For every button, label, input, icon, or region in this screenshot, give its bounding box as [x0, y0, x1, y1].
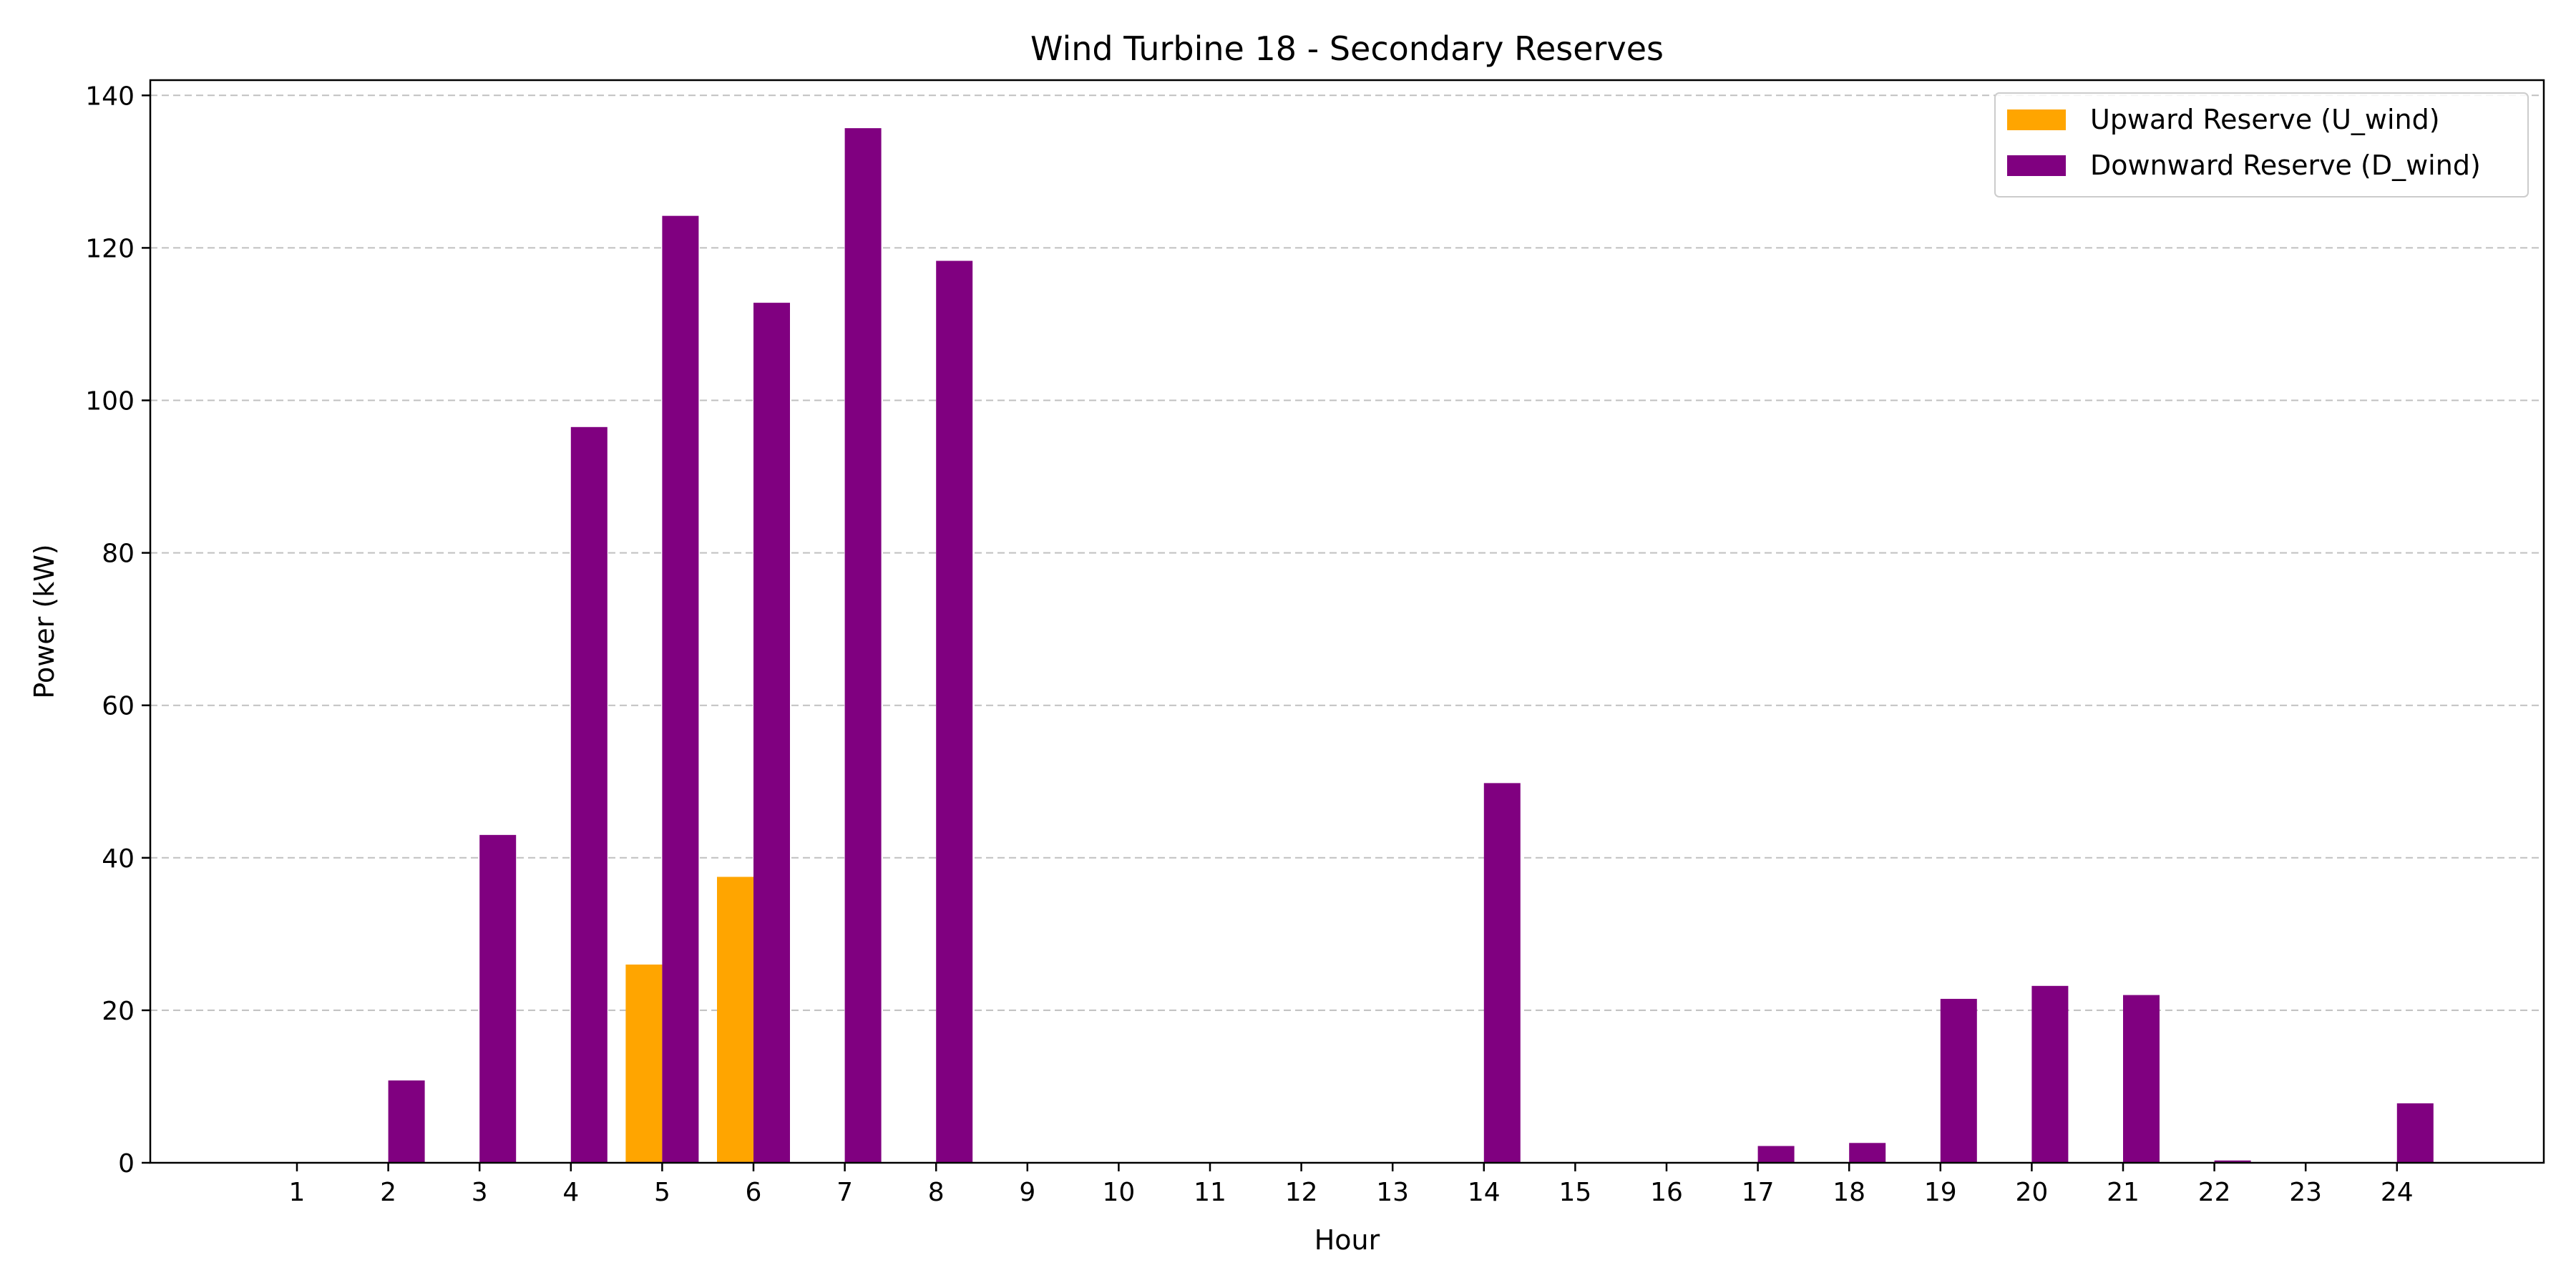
- downward-reserve-bar: [388, 1080, 425, 1163]
- y-tick-label: 60: [102, 692, 135, 721]
- downward-reserve-bar: [844, 128, 882, 1163]
- plot-frame: [149, 79, 2545, 1164]
- legend-label-downward: Downward Reserve (D_wind): [2090, 150, 2481, 181]
- downward-reserve-bar: [1757, 1146, 1795, 1163]
- y-axis-ticks: 0 20 40 60 80 100 120 140: [85, 82, 150, 1179]
- x-tick-label: 8: [928, 1178, 945, 1207]
- x-tick-label: 17: [1742, 1178, 1775, 1207]
- y-tick-label: 140: [85, 82, 135, 111]
- downward-reserve-bar: [936, 260, 973, 1163]
- upward-reserve-bar: [717, 877, 753, 1163]
- x-tick-label: 5: [654, 1178, 670, 1207]
- grid-lines: [150, 94, 2544, 1011]
- x-tick-label: 7: [836, 1178, 853, 1207]
- x-tick-label: 19: [1924, 1178, 1957, 1207]
- downward-reserve-bar: [2214, 1160, 2251, 1163]
- y-tick-label: 80: [102, 540, 135, 569]
- legend-swatch-downward: [2007, 155, 2066, 176]
- x-tick-label: 12: [1285, 1178, 1318, 1207]
- downward-reserve-bar: [1849, 1143, 1886, 1163]
- y-tick-label: 120: [85, 234, 135, 263]
- x-tick-label: 3: [472, 1178, 488, 1207]
- x-tick-label: 24: [2381, 1178, 2414, 1207]
- x-tick-label: 6: [746, 1178, 762, 1207]
- x-tick-label: 13: [1376, 1178, 1409, 1207]
- y-tick-label: 40: [102, 844, 135, 874]
- legend-label-upward: Upward Reserve (U_wind): [2090, 104, 2440, 135]
- bars-group: [388, 128, 2434, 1163]
- y-tick-label: 100: [85, 387, 135, 416]
- legend-swatch-upward: [2007, 109, 2066, 130]
- legend: Upward Reserve (U_wind) Downward Reserve…: [1994, 92, 2529, 197]
- downward-reserve-bar: [2123, 995, 2160, 1163]
- x-tick-label: 2: [380, 1178, 396, 1207]
- legend-box: [1994, 92, 2529, 197]
- downward-reserve-bar: [1940, 998, 1977, 1163]
- chart-title: Wind Turbine 18 - Secondary Reserves: [1030, 29, 1664, 68]
- x-tick-label: 22: [2198, 1178, 2231, 1207]
- y-axis-label: Power (kW): [29, 544, 60, 698]
- downward-reserve-bar: [662, 215, 699, 1163]
- x-tick-label: 9: [1019, 1178, 1035, 1207]
- x-tick-label: 18: [1833, 1178, 1865, 1207]
- x-tick-label: 10: [1102, 1178, 1135, 1207]
- downward-reserve-bar: [2396, 1103, 2434, 1163]
- downward-reserve-bar: [2031, 985, 2069, 1163]
- x-tick-label: 21: [2107, 1178, 2140, 1207]
- downward-reserve-bar: [1483, 783, 1521, 1163]
- x-tick-label: 16: [1650, 1178, 1683, 1207]
- x-tick-label: 1: [289, 1178, 306, 1207]
- upward-reserve-bar: [625, 964, 663, 1163]
- x-tick-label: 15: [1558, 1178, 1591, 1207]
- x-tick-label: 4: [562, 1178, 579, 1207]
- y-tick-label: 0: [118, 1149, 135, 1179]
- x-axis-ticks: 1 2 3 4 5 6 7 8 9 10 11 12 13 14 15 16 17 18 19 20 21 22 23 24: [289, 1163, 2414, 1207]
- downward-reserve-bar: [479, 834, 517, 1163]
- downward-reserve-bar: [753, 303, 790, 1163]
- x-tick-label: 11: [1194, 1178, 1226, 1207]
- x-axis-label: Hour: [1314, 1224, 1380, 1256]
- x-tick-label: 20: [2015, 1178, 2048, 1207]
- x-tick-label: 23: [2289, 1178, 2322, 1207]
- x-tick-label: 14: [1468, 1178, 1501, 1207]
- y-tick-label: 20: [102, 997, 135, 1026]
- downward-reserve-bar: [570, 426, 608, 1163]
